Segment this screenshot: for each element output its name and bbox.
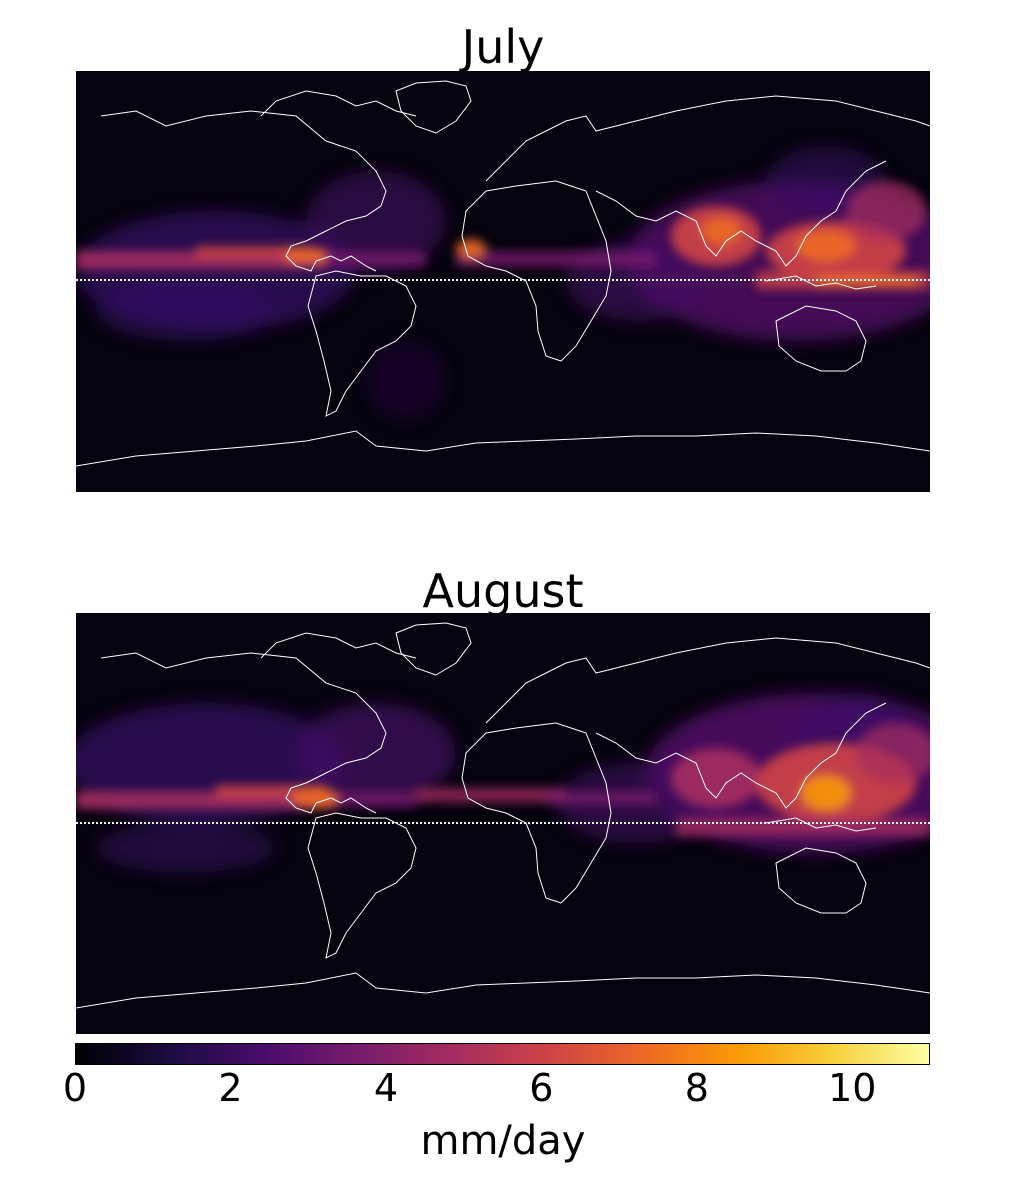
precip-field-july — [76, 80, 930, 467]
colorbar-tick-2: 2 — [218, 1066, 243, 1110]
panel-title-august: August — [422, 564, 584, 618]
coastlines — [76, 80, 930, 467]
colorbar-tick-0: 0 — [62, 1066, 88, 1110]
precip-map-august — [76, 613, 930, 1034]
colorbar-tick-10: 10 — [828, 1066, 877, 1110]
colorbar-tick-8: 8 — [684, 1066, 709, 1110]
colorbar-label: mm/day — [420, 1118, 586, 1164]
colorbar-tick-4: 4 — [373, 1066, 398, 1110]
colorbar — [75, 1043, 930, 1065]
panel-title-july: July — [461, 20, 545, 74]
precip-map-july — [76, 71, 930, 492]
precip-field-august — [76, 622, 930, 1009]
coastlines — [76, 622, 930, 1009]
colorbar-tick-6: 6 — [529, 1066, 554, 1110]
